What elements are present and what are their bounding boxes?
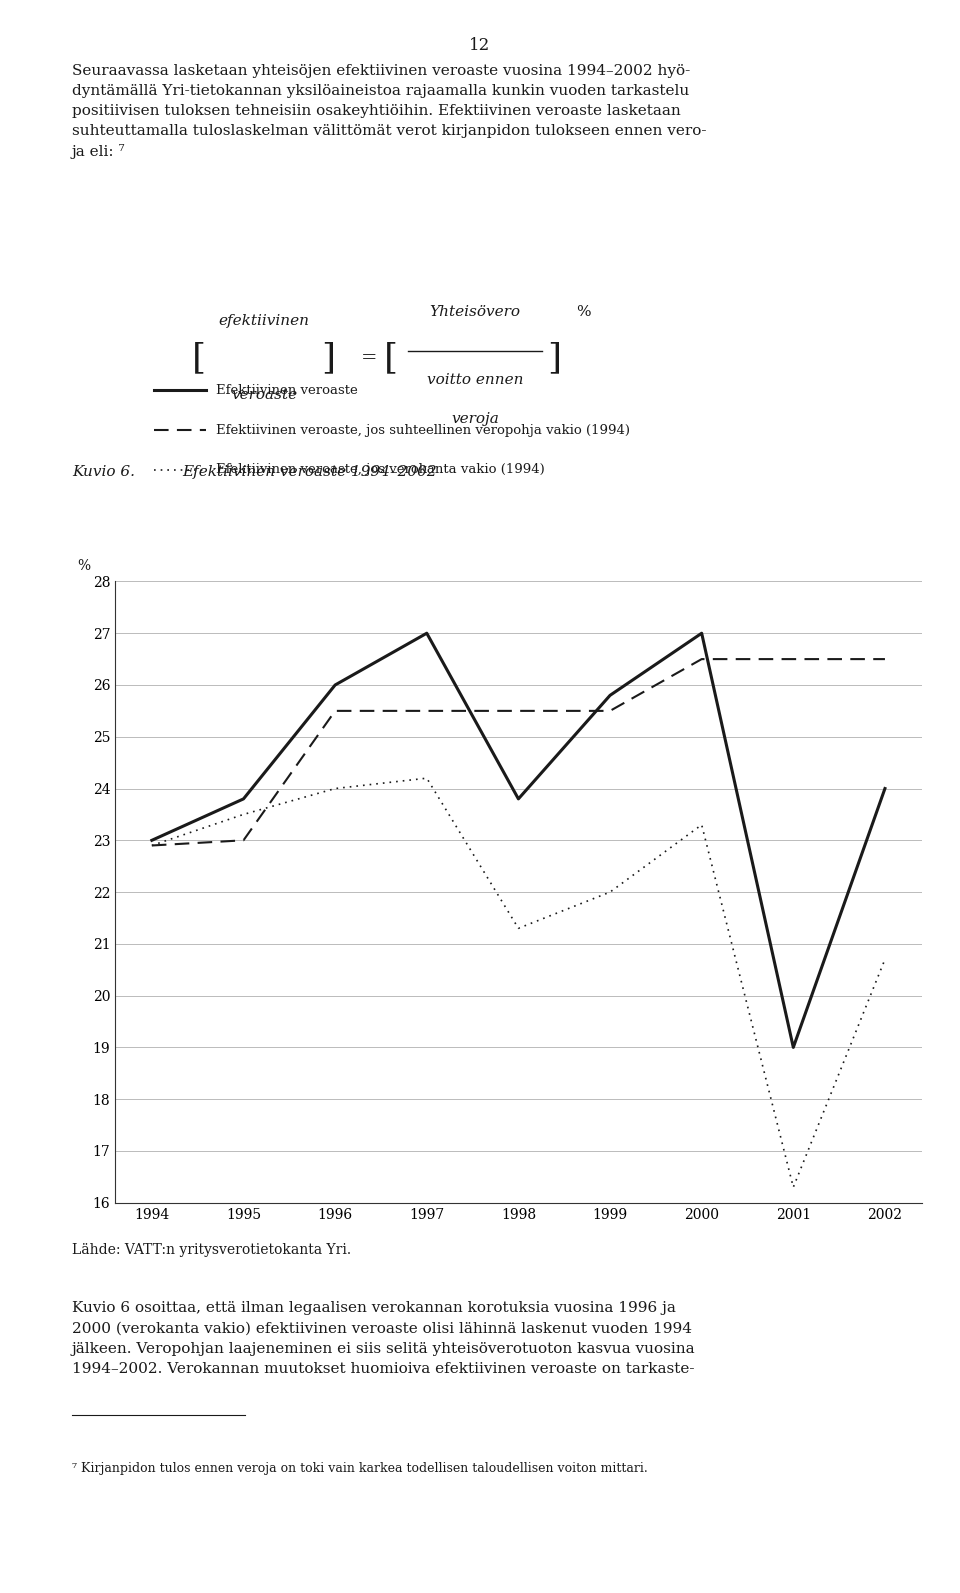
Text: [: [ [384, 341, 398, 374]
Text: Yhteisövero: Yhteisövero [430, 306, 520, 319]
Text: =: = [361, 349, 378, 366]
Text: Efektiivinen veroaste 1994–2002: Efektiivinen veroaste 1994–2002 [182, 465, 437, 478]
Text: Efektiivinen veroaste, jos suhteellinen veropohja vakio (1994): Efektiivinen veroaste, jos suhteellinen … [216, 424, 630, 436]
Text: Kuvio 6 osoittaa, että ilman legaalisen verokannan korotuksia vuosina 1996 ja
20: Kuvio 6 osoittaa, että ilman legaalisen … [72, 1301, 696, 1376]
Text: 12: 12 [469, 37, 491, 54]
Text: ]: ] [322, 341, 336, 374]
Text: voitto ennen: voitto ennen [427, 373, 523, 387]
Text: ⁷ Kirjanpidon tulos ennen veroja on toki vain karkea todellisen taloudellisen vo: ⁷ Kirjanpidon tulos ennen veroja on toki… [72, 1462, 648, 1475]
Text: veroaste: veroaste [231, 387, 297, 401]
Text: Efektiivinen veroaste, jos verokanta vakio (1994): Efektiivinen veroaste, jos verokanta vak… [216, 464, 544, 476]
Text: ]: ] [547, 341, 562, 374]
Text: %: % [576, 306, 590, 319]
Text: [: [ [192, 341, 206, 374]
Text: Efektiivinen veroaste: Efektiivinen veroaste [216, 384, 358, 397]
Text: Kuvio 6.: Kuvio 6. [72, 465, 135, 478]
Text: %: % [77, 559, 90, 573]
Text: Seuraavassa lasketaan yhteisöjen efektiivinen veroaste vuosina 1994–2002 hyö-
dy: Seuraavassa lasketaan yhteisöjen efektii… [72, 64, 707, 159]
Text: efektiivinen: efektiivinen [219, 314, 309, 328]
Text: Lähde: VATT:n yritysverotietokanta Yri.: Lähde: VATT:n yritysverotietokanta Yri. [72, 1243, 351, 1257]
Text: veroja: veroja [451, 411, 499, 425]
